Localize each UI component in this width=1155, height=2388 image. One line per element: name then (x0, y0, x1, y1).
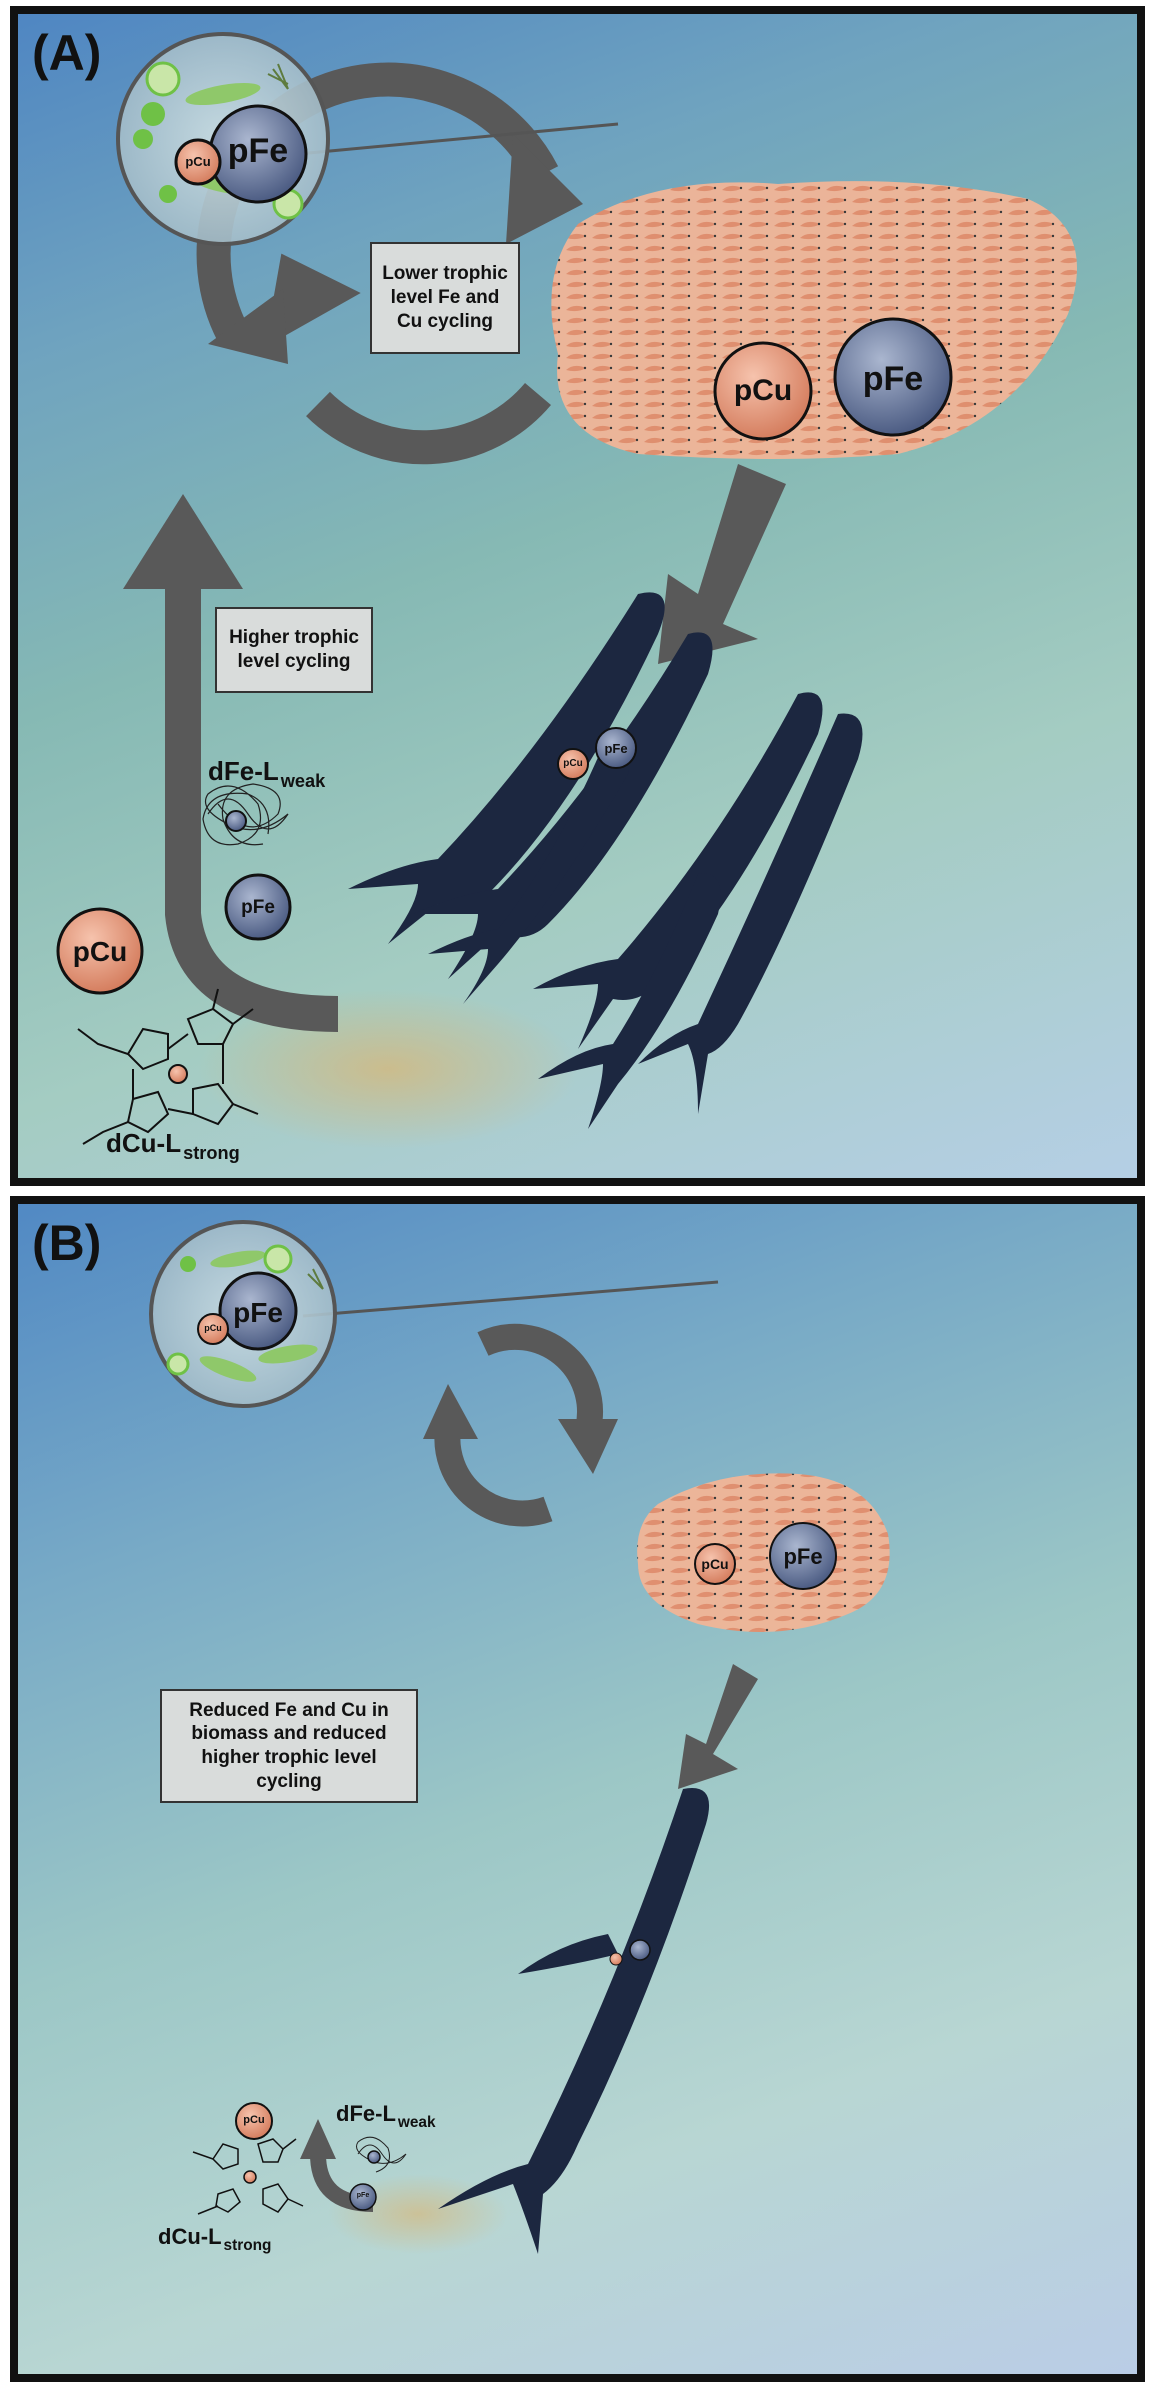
feces-pfe-bubble (224, 873, 292, 941)
whale-pfe-label: pFe (604, 741, 628, 756)
panel-b-art (149, 1220, 890, 2254)
dcu-center-dot-b (243, 2170, 257, 2184)
krill-to-whale-arrow-b (678, 1664, 758, 1789)
phytoplankton-cells-b (166, 1244, 324, 1382)
panel-b-label: (B) (32, 1215, 102, 1271)
whale-pcu-label: pCu (563, 758, 583, 769)
dfe-ligand-tangle (202, 783, 289, 846)
dcu-porphyrin-structure (77, 988, 259, 1145)
whale-fin-b (518, 1934, 618, 1974)
whale-pcu-bubble (557, 748, 589, 780)
krill-pcu-label-b: pCu (701, 1556, 729, 1572)
dcu-strong-label-b: dCu-L strong (158, 2224, 271, 2254)
reduced-cycle-arrowhead-1 (558, 1419, 618, 1474)
dcu-strong-label: dCu-L strong (106, 1128, 240, 1163)
dfe-label-sub-b: weak (397, 2114, 436, 2132)
dcu-label-main-b: dCu-L (158, 2224, 222, 2249)
krill-pfe-bubble-b (769, 1522, 837, 1590)
small-recycle-arrowhead (300, 2119, 336, 2159)
phyto-pcu-bubble-b (197, 1313, 229, 1345)
whale-pod (348, 592, 863, 1129)
phyto-pfe-label: pFe (227, 132, 289, 170)
feces-pcu-bubble (56, 907, 144, 995)
lower-cycle-arrowhead-1 (506, 134, 583, 244)
reduced-cycle-arrowhead-2 (423, 1384, 478, 1439)
connector-line (297, 122, 619, 156)
reduced-cycle-arrows (434, 1323, 603, 1527)
krill-pfe-label-b: pFe (783, 1544, 823, 1569)
phyto-pcu-bubble (174, 138, 222, 186)
phyto-pfe-bubble-b (218, 1271, 298, 1351)
connector-line-b (302, 1280, 719, 1318)
dfe-label-main: dFe-L (208, 756, 279, 786)
phyto-pcu-label-b: pCu (204, 1323, 222, 1333)
higher-cycle-box: Higher trophic level cycling (215, 607, 373, 693)
phytoplankton-cells (133, 61, 304, 220)
dfe-weak-label-b: dFe-L weak (336, 2101, 436, 2131)
dfe-center-dot-b (367, 2150, 381, 2164)
reduced-cycling-box: Reduced Fe and Cu in biomass and reduced… (160, 1689, 418, 1803)
krill-to-whale-arrow (658, 464, 786, 664)
feces-pfe-label: pFe (241, 897, 275, 918)
dfe-weak-label: dFe-L weak (208, 756, 325, 791)
panel-a-art (56, 32, 1077, 1149)
dcu-label-main: dCu-L (106, 1128, 182, 1158)
lower-cycle-arrowhead-2 (264, 253, 361, 348)
higher-cycle-arrow (165, 574, 339, 1032)
lower-cycle-arrowhead-left (208, 289, 288, 364)
whale-pfe-dot-b (629, 1939, 651, 1961)
single-whale (438, 1788, 710, 2254)
dcu-center-dot (168, 1064, 188, 1084)
higher-cycle-arrowhead (123, 494, 243, 589)
krill-pfe-label: pFe (862, 360, 924, 398)
feces-pfe-bubble-b (349, 2183, 377, 2211)
phyto-pcu-label: pCu (185, 154, 211, 169)
dfe-ligand-tangle-b (356, 2136, 407, 2173)
dcu-label-sub: strong (183, 1143, 240, 1164)
panel-a-label: (A) (32, 25, 102, 81)
phyto-pfe-label-b: pFe (233, 1297, 283, 1328)
feces-pcu-label-b: pCu (243, 2114, 265, 2126)
dfe-center-dot (225, 810, 247, 832)
feces-pcu-bubble-b (235, 2102, 273, 2140)
feces-pfe-label-b: pFe (356, 2192, 370, 2199)
krill-pcu-bubble-b (694, 1543, 736, 1585)
whale-pcu-dot-b (609, 1952, 623, 1966)
krill-swarm-b (637, 1473, 890, 1632)
krill-pcu-label: pCu (733, 374, 793, 407)
panel-b: (B) Reduced Fe and Cu in biomass and red… (10, 1196, 1145, 2382)
dfe-label-main-b: dFe-L (336, 2101, 396, 2126)
panel-a: (A) Lower trophic level Fe and Cu cyclin… (10, 6, 1145, 1186)
dcu-label-sub-b: strong (223, 2237, 272, 2255)
dcu-porphyrin-structure-b (192, 2138, 304, 2215)
dfe-label-sub: weak (280, 771, 326, 792)
feces-pcu-label: pCu (72, 936, 128, 967)
lower-cycle-box: Lower trophic level Fe and Cu cycling (370, 242, 520, 354)
whale-pfe-bubble (595, 727, 637, 769)
krill-swarm (551, 181, 1077, 459)
krill-pfe-bubble (833, 317, 953, 437)
krill-pcu-bubble (713, 341, 813, 441)
